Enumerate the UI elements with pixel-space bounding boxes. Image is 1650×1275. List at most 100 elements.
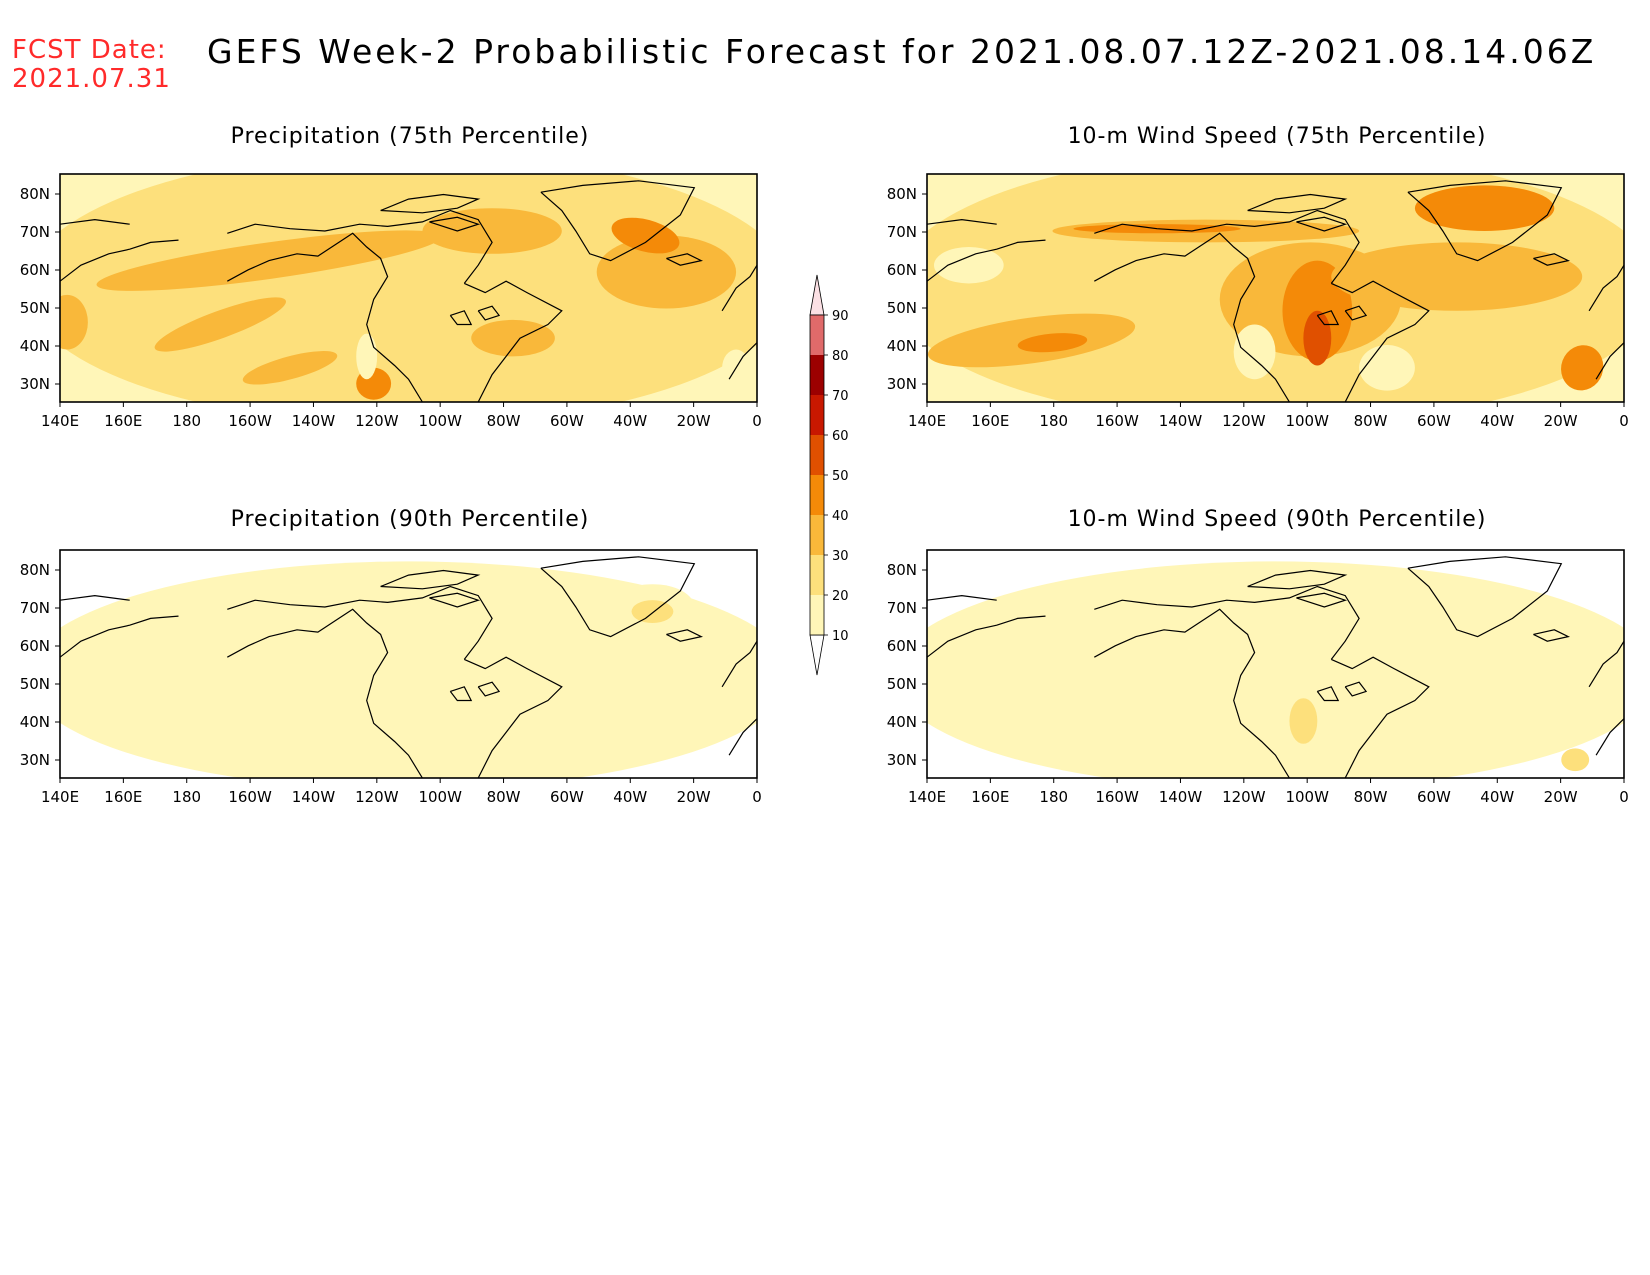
coastline — [666, 629, 704, 642]
colorbar-over-arrow — [809, 274, 825, 316]
lat-label: 80N — [887, 561, 917, 579]
lat-label: 40N — [887, 713, 917, 731]
coastline — [449, 686, 473, 702]
fcst-date-value: 2021.07.31 — [12, 64, 171, 94]
colorbar-segment — [810, 555, 824, 595]
lon-label: 160W — [228, 412, 272, 430]
lon-label: 160W — [1095, 788, 1139, 806]
panel-title-precip-75: Precipitation (75th Percentile) — [230, 124, 590, 149]
coastline — [927, 239, 1046, 282]
coastline — [1094, 585, 1360, 660]
lat-label: 80N — [20, 561, 50, 579]
coastline — [540, 556, 696, 638]
lon-label: 20W — [677, 412, 711, 430]
lon-label: 80W — [1354, 412, 1388, 430]
colorbar-segment — [810, 355, 824, 395]
lon-label: 180 — [1039, 412, 1068, 430]
lat-label: 80N — [887, 185, 917, 203]
colorbar-label: 20 — [832, 589, 849, 604]
panel-title-precip-90: Precipitation (90th Percentile) — [230, 507, 590, 532]
lon-label: 160E — [104, 788, 142, 806]
lon-label: 140E — [908, 412, 946, 430]
lon-label: 100W — [1285, 788, 1329, 806]
lat-label: 70N — [887, 223, 917, 241]
probability-shading — [927, 561, 1624, 778]
map-frame — [926, 173, 1625, 403]
map-frame — [59, 549, 758, 779]
coastline — [1247, 569, 1348, 590]
probability-shading — [60, 174, 757, 402]
shade-region-c30 — [422, 208, 562, 254]
coastline — [449, 310, 473, 326]
shade-region-c40 — [1282, 260, 1353, 361]
lon-label: 120W — [1222, 788, 1266, 806]
lat-label: 40N — [20, 337, 50, 355]
coastline — [1533, 253, 1571, 266]
lat-label: 60N — [20, 261, 50, 279]
lat-label: 70N — [20, 223, 50, 241]
colorbar-label: 90 — [832, 309, 849, 324]
map-frame — [926, 549, 1625, 779]
lon-label: 180 — [172, 412, 201, 430]
shade-region-c20 — [1561, 748, 1590, 772]
lon-label: 120W — [355, 412, 399, 430]
coastline — [477, 305, 501, 321]
lon-label: 140E — [908, 788, 946, 806]
lon-label: 140W — [1159, 788, 1203, 806]
lon-label: 120W — [1222, 412, 1266, 430]
lon-label: 160E — [971, 412, 1009, 430]
coastline — [721, 640, 757, 688]
colorbar-label: 10 — [832, 629, 849, 644]
lon-label: 40W — [613, 412, 647, 430]
lon-label: 60W — [1417, 412, 1451, 430]
map-wind-75: 140E 160E 180 160W 140W 120W 100W 80W 60W 40W 20W 0… — [887, 173, 1629, 430]
lon-label: 180 — [1039, 788, 1068, 806]
panel-title-wind-75: 10-m Wind Speed (75th Percentile) — [1067, 124, 1487, 149]
lat-label: 30N — [887, 751, 917, 769]
shade-region-c30 — [471, 319, 555, 357]
lat-label: 70N — [887, 599, 917, 617]
shade-region-c50 — [1303, 310, 1332, 366]
colorbar: 10 20 30 40 50 60 70 80 90 — [809, 274, 849, 676]
lon-label: 180 — [172, 788, 201, 806]
lon-label: 160W — [228, 788, 272, 806]
coastline — [1247, 193, 1348, 214]
coastlines — [60, 556, 757, 778]
shade-region-c30 — [1331, 242, 1583, 311]
coastline — [477, 681, 501, 697]
shade-region-c10 — [1233, 324, 1276, 380]
lon-label: 20W — [1544, 788, 1578, 806]
coastline — [227, 209, 493, 284]
coastline — [1316, 686, 1340, 702]
shade-region-c40 — [611, 217, 680, 254]
lat-label: 50N — [887, 299, 917, 317]
coastline — [927, 615, 1046, 658]
coastline — [728, 718, 757, 756]
coastline — [1094, 209, 1360, 284]
shade-region-c10 — [60, 561, 757, 778]
fcst-date-block: FCST Date: 2021.07.31 — [12, 36, 171, 94]
lon-label: 140W — [292, 412, 336, 430]
coastline — [60, 239, 179, 282]
lat-label: 40N — [20, 713, 50, 731]
fcst-date-label: FCST Date: — [12, 35, 167, 65]
shade-region-c10 — [982, 705, 1151, 742]
lat-label: 40N — [887, 337, 917, 355]
lon-label: 40W — [613, 788, 647, 806]
coastline — [927, 218, 997, 225]
lon-label: 60W — [550, 788, 584, 806]
lon-label: 0 — [752, 412, 762, 430]
coastline — [666, 253, 704, 266]
colorbar-label: 70 — [832, 389, 849, 404]
lat-label: 30N — [887, 375, 917, 393]
lon-label: 140W — [292, 788, 336, 806]
coastline — [721, 264, 757, 312]
lon-label: 160E — [104, 412, 142, 430]
lon-label: 60W — [550, 412, 584, 430]
coastline — [1588, 640, 1624, 688]
coastline — [728, 342, 757, 380]
main-title: GEFS Week-2 Probabilistic Forecast for 2… — [207, 32, 1597, 71]
lon-label: 100W — [418, 788, 462, 806]
map-precip-90: 140E 160E 180 160W 140W 120W 100W 80W 60W 40W 20W 0… — [20, 549, 762, 806]
coastline — [60, 218, 130, 225]
